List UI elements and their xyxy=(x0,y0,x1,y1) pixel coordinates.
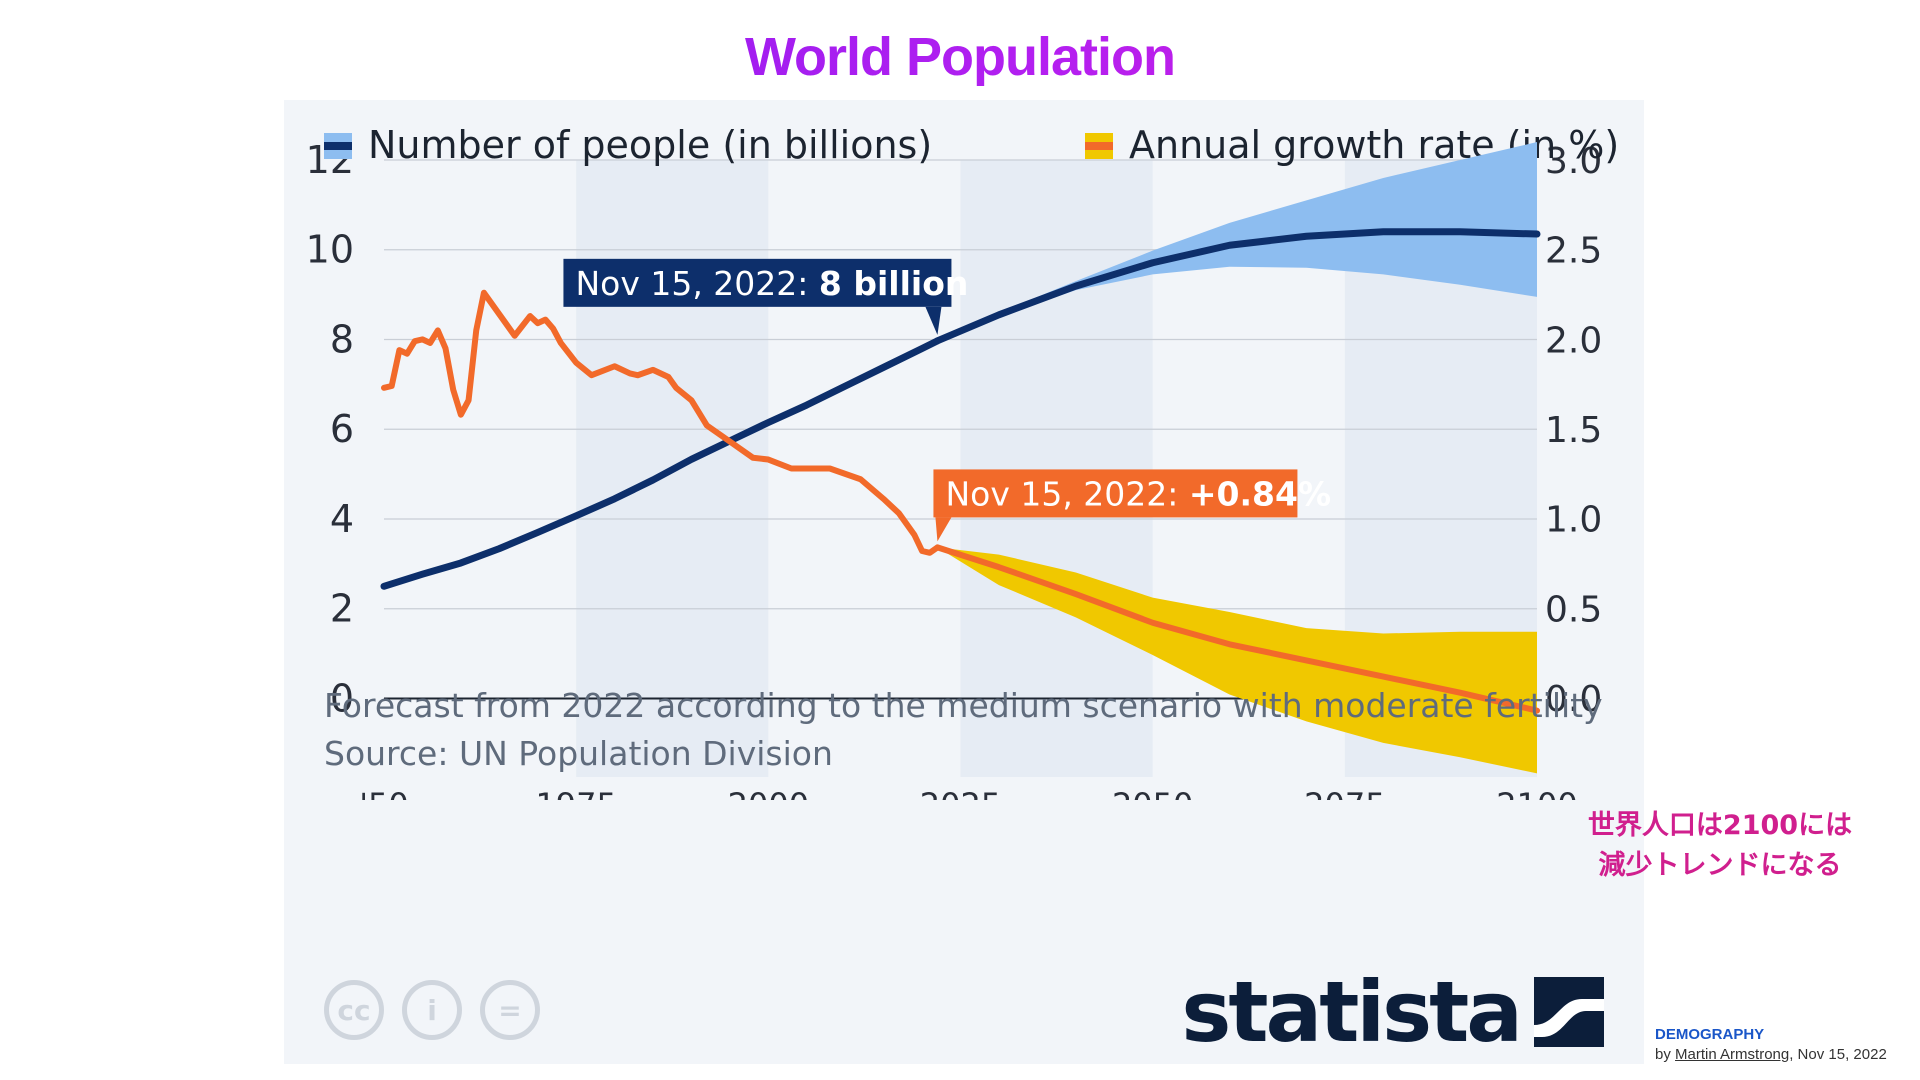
credit-category: DEMOGRAPHY xyxy=(1655,1026,1765,1043)
legend-population-label: Number of people (in billions) xyxy=(368,123,932,167)
population-chart: 0246810120.00.51.01.52.02.53.0'501975200… xyxy=(306,123,1620,800)
japanese-note-line-1: 世界人口は2100には xyxy=(1587,810,1853,841)
y-left-tick-label: 8 xyxy=(330,317,354,361)
japanese-note: 世界人口は2100には 減少トレンドになる xyxy=(1570,806,1870,886)
statista-logo-text: statista xyxy=(1181,963,1523,1061)
population-line xyxy=(380,337,941,590)
x-tick-label: '50 xyxy=(359,786,409,800)
y-right-tick-label: 3.0 xyxy=(1545,141,1602,182)
cc-icon[interactable]: cc xyxy=(324,980,384,1040)
y-left-tick-label: 10 xyxy=(306,228,354,272)
growth-forecast-line xyxy=(934,544,1540,714)
byline-prefix: by xyxy=(1655,1046,1671,1063)
y-left-tick-label: 6 xyxy=(330,407,354,451)
x-tick-label: 2075 xyxy=(1304,786,1385,800)
annotation-population-value: 8 billion xyxy=(819,264,968,303)
legend-population-swatch-line xyxy=(324,142,352,150)
x-tick-label: 1975 xyxy=(535,786,616,800)
growth-forecast-band xyxy=(937,547,1537,774)
x-tick-label: 2050 xyxy=(1112,786,1193,800)
x-tick-label: 2025 xyxy=(920,786,1001,800)
nd-icon[interactable]: = xyxy=(480,980,540,1040)
statista-logo-icon xyxy=(1534,977,1604,1047)
annotation-population-prefix: Nov 15, 2022: xyxy=(575,264,818,303)
forecast-note: Forecast from 2022 according to the medi… xyxy=(324,686,1603,725)
annotation-growth-box xyxy=(933,469,1298,518)
statista-logo[interactable]: statista xyxy=(1181,970,1604,1054)
y-right-tick-label: 2.5 xyxy=(1545,231,1602,272)
credit-byline: by Martin Armstrong, Nov 15, 2022 xyxy=(1655,1046,1887,1063)
y-right-tick-label: 2.0 xyxy=(1545,320,1602,361)
by-icon[interactable]: i xyxy=(402,980,462,1040)
y-right-tick-label: 1.0 xyxy=(1545,500,1602,541)
y-left-tick-label: 0 xyxy=(330,676,354,720)
byline-date: , Nov 15, 2022 xyxy=(1789,1046,1887,1063)
y-left-tick-label: 4 xyxy=(330,497,354,541)
slide-title: World Population xyxy=(0,26,1920,88)
y-left-tick-label: 2 xyxy=(330,587,354,631)
annotation-growth-prefix: Nov 15, 2022: xyxy=(945,474,1188,513)
shaded-period-1 xyxy=(960,160,1153,777)
y-right-tick-label: 0.5 xyxy=(1545,589,1602,630)
annotation-growth-text: Nov 15, 2022: +0.84% xyxy=(945,474,1331,513)
population-forecast-line xyxy=(933,228,1541,345)
annotation-population-box xyxy=(563,258,952,307)
growth-line xyxy=(381,289,941,556)
byline-author[interactable]: Martin Armstrong xyxy=(1675,1046,1790,1063)
annotation-growth-value: +0.84% xyxy=(1189,474,1331,513)
y-right-tick-label: 1.5 xyxy=(1545,410,1602,451)
japanese-note-line-2: 減少トレンドになる xyxy=(1598,850,1842,881)
chart-card: 0246810120.00.51.01.52.02.53.0'501975200… xyxy=(284,100,1644,1064)
annotation-population-text: Nov 15, 2022: 8 billion xyxy=(575,264,968,303)
annotation-growth-pointer xyxy=(935,517,952,542)
source-note: Source: UN Population Division xyxy=(324,734,833,773)
license-icons: cc i = xyxy=(324,980,540,1040)
legend-growth-swatch-line xyxy=(1085,142,1113,150)
x-tick-label: 2000 xyxy=(728,786,809,800)
annotation-population-pointer xyxy=(925,306,942,335)
legend-growth-label: Annual growth rate (in %) xyxy=(1129,123,1619,167)
y-right-tick-label: 0.0 xyxy=(1545,679,1602,720)
x-tick-label: 2100 xyxy=(1496,786,1577,800)
